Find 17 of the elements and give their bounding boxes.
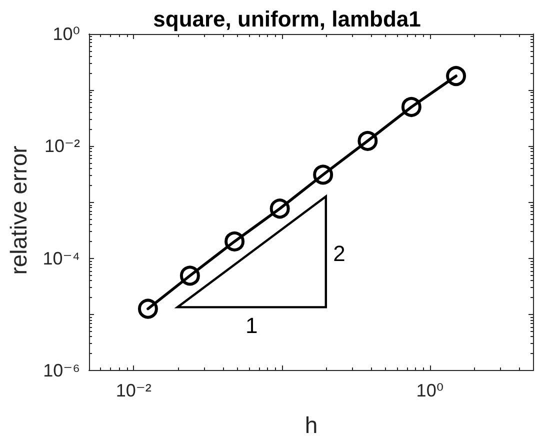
y-tick-label: 10⁰ [52, 24, 80, 44]
y-tick-label: 10⁻² [44, 136, 80, 156]
y-tick-label: 10⁻⁴ [42, 248, 80, 268]
point [313, 164, 334, 185]
chart-title: square, uniform, lambda1 [153, 6, 421, 32]
y-tick-label: 10⁻⁶ [43, 360, 80, 380]
point [138, 298, 158, 319]
point [224, 231, 245, 252]
annotation: 1 [246, 312, 258, 338]
y-axis-title: relative error [6, 145, 32, 275]
x-axis-title: h [304, 412, 318, 436]
point [401, 96, 422, 117]
annotation: 2 [333, 240, 346, 266]
point [270, 198, 290, 219]
point [180, 266, 200, 286]
point [446, 66, 466, 86]
point [358, 130, 378, 151]
